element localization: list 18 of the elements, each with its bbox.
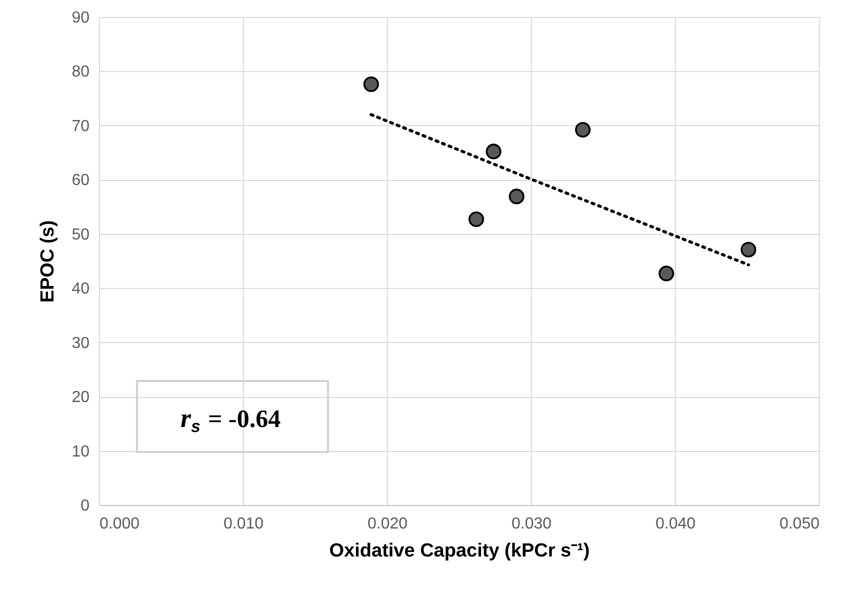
- x-axis-title: Oxidative Capacity (kPCr s⁻¹): [329, 540, 590, 562]
- y-tick-label: 0: [80, 498, 90, 514]
- x-tick-label: 0.040: [655, 516, 696, 532]
- x-tick-label: 0.030: [511, 516, 552, 532]
- y-tick-label: 10: [72, 443, 90, 460]
- y-tick-label: 30: [72, 334, 90, 352]
- y-tick-label: 40: [72, 280, 90, 298]
- y-tick-label: 70: [72, 118, 90, 135]
- y-axis-title: EPOC (s): [38, 220, 59, 303]
- x-tick-label: 0.050: [779, 516, 820, 532]
- y-tick-label: 90: [72, 10, 90, 26]
- y-tick-label: 50: [72, 226, 90, 244]
- x-tick-label: 0.000: [100, 516, 140, 532]
- y-tick-label: 80: [72, 64, 90, 81]
- x-tick-label: 0.020: [367, 516, 408, 532]
- y-tick-label: 20: [72, 389, 90, 406]
- y-tick-label: 60: [72, 172, 90, 190]
- x-tick-label: 0.010: [223, 516, 264, 532]
